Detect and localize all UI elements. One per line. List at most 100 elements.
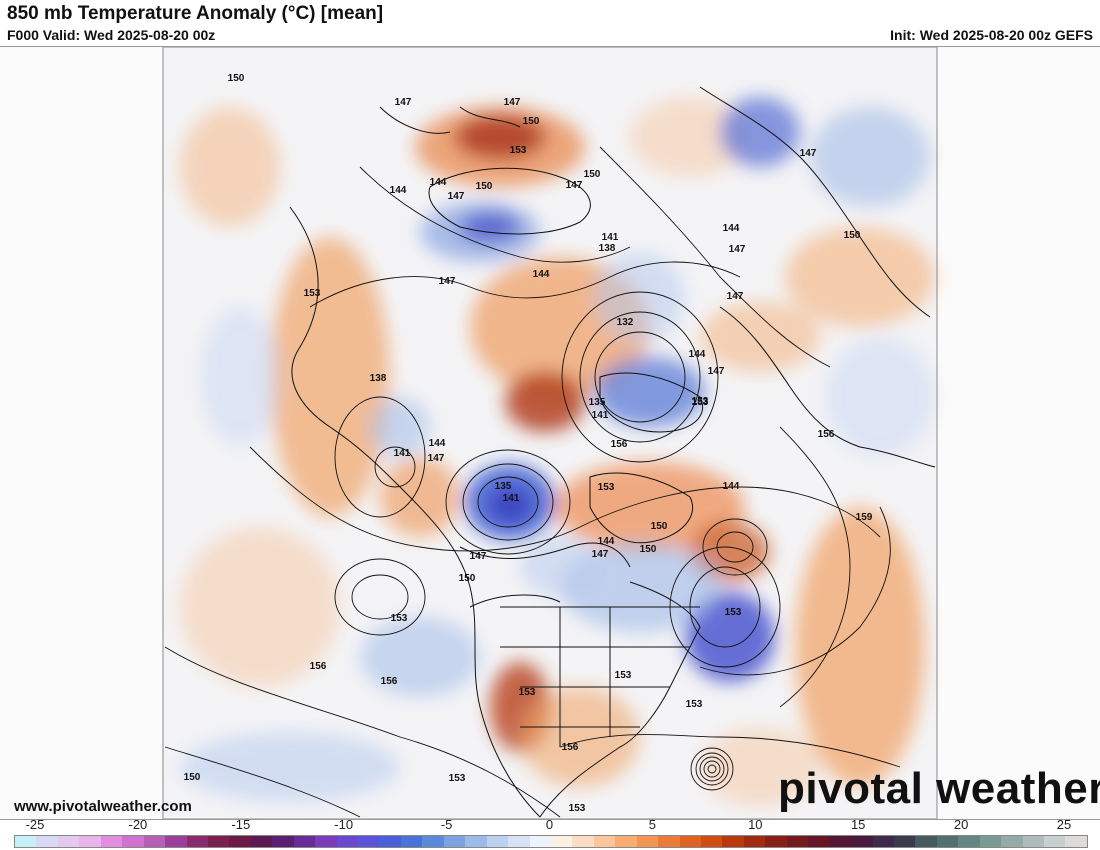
colorbar-tick-label: -20 — [128, 817, 148, 832]
contour-label: 159 — [856, 512, 873, 523]
colorbar-swatch — [250, 836, 273, 847]
coastlines — [289, 86, 936, 818]
contour-label: 153 — [510, 145, 527, 156]
colorbar-swatch — [486, 836, 509, 847]
colorbar-swatch — [36, 836, 58, 847]
colorbar-swatch — [786, 836, 809, 847]
colorbar-swatch — [958, 836, 980, 847]
contour-label: 141 — [592, 410, 609, 421]
contour-label: 150 — [640, 544, 657, 555]
colorbar-swatch — [529, 836, 551, 847]
header: 850 mb Temperature Anomaly (°C) [mean] F… — [0, 0, 1100, 46]
colorbar-swatch — [186, 836, 208, 847]
contour-label: 147 — [708, 366, 725, 377]
contour-label: 153 — [519, 687, 536, 698]
colorbar-tick-label: -15 — [231, 817, 251, 832]
colorbar-swatch — [593, 836, 616, 847]
colorbar-swatch — [358, 836, 380, 847]
map-panel[interactable]: 150 147 147 150 153 144 144 150 147 147 150 147 147 1… — [0, 46, 1100, 820]
colorbar-swatch — [550, 836, 573, 847]
contour-label: 153 — [449, 773, 466, 784]
valid-time: F000 Valid: Wed 2025-08-20 00z — [7, 27, 216, 43]
contour-label: 150 — [651, 521, 668, 532]
colorbar-swatch — [765, 836, 787, 847]
colorbar-swatch — [658, 836, 680, 847]
colorbar-swatch — [143, 836, 166, 847]
contour-label: 141 — [503, 493, 520, 504]
contour-label: 150 — [476, 181, 493, 192]
contour-label: 156 — [562, 742, 579, 753]
colorbar-swatch — [400, 836, 423, 847]
colorbar-swatch — [872, 836, 894, 847]
colorbar-swatch — [722, 836, 744, 847]
colorbar-swatch — [443, 836, 466, 847]
map-title: 850 mb Temperature Anomaly (°C) [mean] — [7, 3, 384, 24]
contour-label: 147 — [439, 276, 456, 287]
contour-label: 153 — [598, 482, 615, 493]
contour-label: 144 — [390, 185, 407, 196]
colorbar-ticks: -25 -20 -15 -10 -5 0 5 10 15 20 25 — [0, 817, 1100, 833]
colorbar-swatch — [936, 836, 959, 847]
contour-label: 132 — [617, 317, 634, 328]
colorbar-swatch — [229, 836, 251, 847]
colorbar-swatch — [122, 836, 144, 847]
colorbar-tick-label: 5 — [648, 817, 657, 832]
colorbar-tick-label: -5 — [440, 817, 453, 832]
colorbar-tick-label: -25 — [25, 817, 45, 832]
colorbar-swatch — [79, 836, 101, 847]
contour-label: 141 — [602, 232, 619, 243]
colorbar-swatch — [293, 836, 316, 847]
colorbar-swatch — [743, 836, 766, 847]
colorbar-swatch — [15, 836, 37, 847]
colorbar-swatch — [508, 836, 530, 847]
contour-label: 156 — [818, 429, 835, 440]
contour-label: 147 — [504, 97, 521, 108]
colorbar-swatch — [100, 836, 123, 847]
colorbar-swatch — [379, 836, 401, 847]
contour-label: 147 — [428, 453, 445, 464]
contour-label: 141 — [394, 448, 411, 459]
colorbar-swatch — [1022, 836, 1044, 847]
website-url: www.pivotalweather.com — [14, 798, 192, 815]
colorbar-swatch — [808, 836, 830, 847]
init-time: Init: Wed 2025-08-20 00z GEFS — [890, 27, 1093, 43]
colorbar-swatch — [636, 836, 659, 847]
colorbar — [14, 835, 1088, 848]
colorbar-swatch — [1001, 836, 1023, 847]
colorbar-swatch — [207, 836, 230, 847]
colorbar-swatch — [851, 836, 873, 847]
contour-label: 153 — [692, 397, 709, 408]
colorbar-tick-label: 15 — [850, 817, 866, 832]
colorbar-tick-label: 10 — [748, 817, 763, 832]
colorbar-swatch — [57, 836, 80, 847]
colorbar-tick-label: -10 — [334, 817, 354, 832]
contour-label: 147 — [727, 291, 744, 302]
colorbar-swatch — [165, 836, 187, 847]
contour-label: 153 — [304, 288, 321, 299]
colorbar-tick-label: 20 — [953, 817, 969, 832]
colorbar-swatch — [465, 836, 487, 847]
contour-label: 150 — [184, 772, 201, 783]
contour-label: 153 — [725, 607, 742, 618]
contour-label: 153 — [569, 803, 586, 814]
contour-label: 147 — [448, 191, 465, 202]
contour-label: 150 — [523, 116, 540, 127]
contour-label: 144 — [430, 177, 447, 188]
contour-label: 144 — [723, 223, 740, 234]
contour-label: 150 — [584, 169, 601, 180]
contour-label: 144 — [689, 349, 706, 360]
colorbar-swatch — [1065, 836, 1087, 847]
contour-label: 153 — [391, 613, 408, 624]
contour-label: 135 — [589, 397, 606, 408]
colorbar-swatch — [679, 836, 701, 847]
domain-border — [162, 47, 938, 819]
colorbar-swatch — [829, 836, 852, 847]
contour-label: 138 — [370, 373, 387, 384]
colorbar-swatch — [315, 836, 337, 847]
contour-label: 135 — [495, 481, 512, 492]
colorbar-swatch — [272, 836, 294, 847]
contour-label: 147 — [729, 244, 746, 255]
contour-label: 147 — [800, 148, 817, 159]
